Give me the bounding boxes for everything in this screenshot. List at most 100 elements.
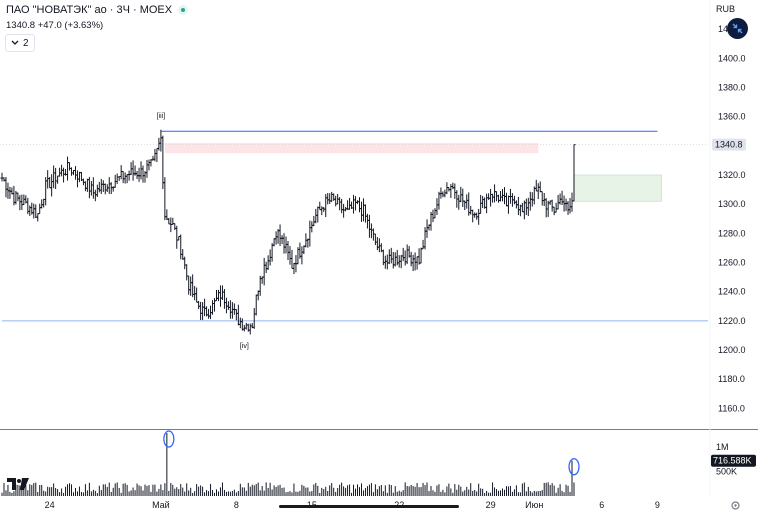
volume-tick-label: 1M [716,442,729,452]
price-bar [318,201,322,211]
price-bar [371,228,376,241]
arrows-collapse-icon[interactable] [727,18,748,39]
price-bar [16,192,20,202]
price-bar [50,174,54,197]
price-bar [361,198,366,222]
price-bar [107,177,111,194]
price-bar [173,223,177,230]
price-bar [479,194,483,214]
time-scroll-handle[interactable] [279,505,459,508]
price-bar [532,186,536,205]
price-bar [238,317,242,329]
x-tick-label: 24 [45,500,55,510]
price-bar [409,251,413,267]
price-bar [486,193,491,200]
price-bar [224,297,229,314]
price-bar [83,181,88,192]
price-bar [195,287,199,303]
price-bar [421,239,425,250]
price-bar [393,252,397,267]
zones-layer [164,142,662,202]
price-bar [189,276,193,296]
price-bar [179,234,183,260]
price-bar [473,212,477,218]
price-bar [4,176,8,198]
x-tick-label: 29 [486,500,496,510]
x-tick-label: 6 [599,500,604,510]
price-bar [540,191,544,206]
price-bar [522,200,526,220]
price-bar [85,178,90,192]
price-bar [365,213,370,229]
price-bar [391,251,395,269]
price-bar [22,194,26,206]
price-bar [230,302,234,319]
price-bar [570,192,574,212]
price-bar [441,191,445,198]
price-bar [453,183,457,199]
price-bar [389,247,393,264]
price-bar [254,294,258,316]
price-bar [351,194,356,214]
currency-selector[interactable]: RUB [716,4,736,14]
price-bar [286,240,290,261]
price-bar [218,285,223,307]
price-bar [48,177,52,189]
price-bar [481,195,485,209]
price-bar [437,191,441,210]
price-bar [226,301,231,310]
price-bar [34,204,38,218]
price-bar [377,238,381,253]
tradingview-logo-icon[interactable] [7,478,29,493]
price-bar [566,201,570,215]
price-bar [117,175,121,181]
price-bar [443,189,447,198]
price-bar [492,184,497,203]
price-bar [431,209,435,223]
gear-icon[interactable] [730,500,741,514]
price-bar [103,183,107,195]
price-bar [300,246,304,265]
price-bar [435,198,439,215]
indicators-toggle-button[interactable]: 2 [5,34,35,52]
price-bar [326,192,330,205]
y-tick-label: 1160.0 [718,403,745,413]
price-bar [145,159,149,178]
price-bar [191,274,195,298]
instrument-title[interactable]: ПАО "НОВАТЭК" ао · 3Ч · MOEX [6,4,173,16]
price-bar [526,197,530,217]
x-tick-label: 9 [655,500,660,510]
y-tick-label: 1180.0 [718,374,745,384]
price-bar [210,300,215,315]
price-change: +47.0 (+3.63%) [37,20,104,31]
price-bar [340,198,344,214]
y-tick-label: 1360.0 [718,112,746,122]
price-bar [97,181,101,193]
price-bar [266,255,270,270]
price-bar [530,192,534,207]
price-bar [248,323,252,335]
price-bar [417,248,421,265]
price-bar [8,186,12,199]
price-bar [403,250,407,266]
y-tick-label: 1260.0 [718,258,746,268]
price-bar [490,193,495,203]
price-bar [200,302,205,321]
price-bar [465,194,469,209]
price-bar [288,246,292,265]
price-bar [290,249,294,269]
y-tick-label: 1380.0 [718,83,746,93]
price-bar [274,231,278,245]
price-bar [197,301,201,310]
price-bar [212,298,217,312]
price-bar [40,199,44,209]
price-bar [475,212,479,220]
price-bar [373,233,377,246]
price-bar [284,236,288,254]
price-bar [202,298,207,317]
price-bar [276,229,280,244]
price-bar [338,197,342,211]
price-bar [175,225,179,249]
